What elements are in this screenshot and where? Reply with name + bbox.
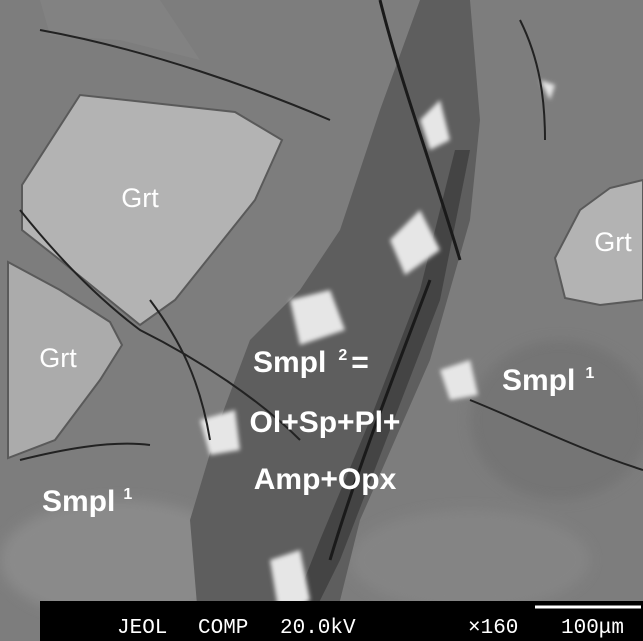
- label-text: Smpl: [502, 364, 575, 397]
- label-sup: 1: [585, 365, 594, 382]
- magnification: ×160: [468, 617, 518, 640]
- label-text: Smpl: [42, 485, 115, 518]
- garnet-grains: [7, 0, 643, 460]
- scale-label: 100μm: [561, 617, 624, 640]
- mineral-label: Smpl 1: [42, 485, 132, 518]
- instrument: JEOL: [117, 617, 167, 640]
- mineral-label: Grt: [594, 227, 632, 257]
- label-sup: 1: [123, 486, 132, 503]
- mineral-label: Smpl 2 =: [253, 346, 369, 379]
- shading: [0, 340, 643, 620]
- mode: COMP: [198, 617, 248, 640]
- mineral-label: Amp+Opx: [254, 463, 397, 496]
- mineral-label: Ol+Sp+Pl+: [250, 406, 401, 439]
- voltage: 20.0kV: [280, 617, 356, 640]
- mineral-label: Grt: [39, 343, 77, 373]
- mineral-label: Smpl 1: [502, 364, 594, 397]
- mineral-label: Grt: [121, 183, 159, 213]
- cracks: [19, 0, 643, 561]
- label-suffix: =: [351, 346, 369, 379]
- label-text: Smpl: [253, 346, 326, 379]
- label-sup: 2: [338, 347, 347, 364]
